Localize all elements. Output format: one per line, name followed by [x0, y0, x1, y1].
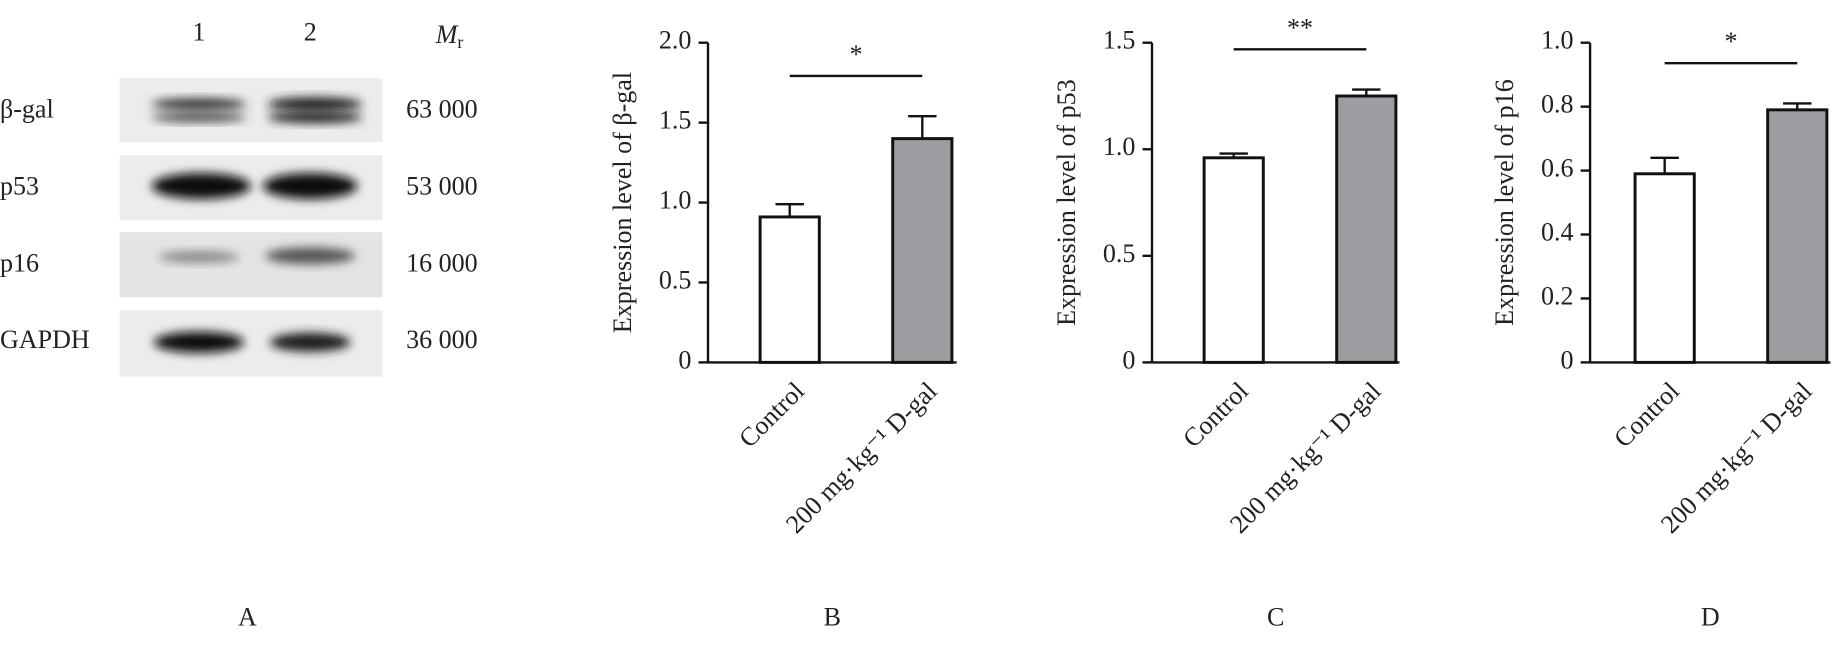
bar: [758, 215, 821, 364]
panel-label: B: [824, 602, 841, 631]
protein-label: β-gal: [0, 94, 54, 123]
y-tick-label: 1.0: [1103, 132, 1136, 161]
y-tick-label: 0: [1122, 345, 1135, 374]
y-axis-label: Expression level of β-gal: [608, 72, 637, 333]
mr-value: 53 000: [406, 171, 478, 200]
y-tick-label: 1.5: [659, 106, 692, 135]
band: [158, 251, 240, 263]
protein-label: GAPDH: [0, 325, 90, 354]
band: [262, 172, 358, 199]
bar: [1633, 172, 1696, 364]
y-tick-label: 0: [678, 345, 691, 374]
y-tick-label: 0: [1560, 345, 1573, 374]
bar: [1202, 156, 1265, 364]
band: [265, 247, 356, 265]
mr-value: 63 000: [406, 94, 478, 123]
blot-strip: [119, 78, 383, 143]
band: [269, 332, 351, 352]
bar-chart: 0 0.2 0.4 0.6 0.8 1.0 Expression level of p16 C…: [1490, 26, 1831, 631]
y-axis-label: Expression level of p53: [1052, 79, 1081, 326]
blot-strip: [119, 232, 383, 298]
protein-label: p16: [0, 248, 39, 277]
significance-label: *: [1724, 27, 1737, 56]
mr-value: 36 000: [406, 325, 478, 354]
panel-label: A: [238, 602, 257, 631]
x-tick-label: Control: [1177, 376, 1254, 453]
band: [153, 331, 244, 353]
bar: [1766, 108, 1829, 364]
y-tick-label: 0.6: [1541, 154, 1574, 183]
panel-label: D: [1701, 602, 1720, 631]
band: [267, 111, 363, 124]
band: [151, 172, 252, 199]
significance-label: **: [1287, 13, 1313, 42]
y-tick-label: 1.0: [1541, 26, 1574, 55]
x-tick-label: Control: [733, 376, 810, 453]
y-tick-label: 0.5: [1103, 239, 1136, 268]
y-tick-label: 1.5: [1103, 26, 1136, 55]
bar-chart: 0 0.5 1.0 1.5 Expression level of p53 Control…: [1052, 13, 1400, 631]
band: [267, 97, 363, 112]
lane-label: 2: [304, 17, 317, 46]
western-blot: 1 2 Mr β-gal p53 p16 GAPDH 63 000 53 000…: [0, 17, 478, 631]
significance-label: *: [850, 40, 863, 69]
x-tick-label: Control: [1608, 376, 1685, 453]
y-axis-label: Expression level of p16: [1490, 79, 1519, 326]
y-tick-label: 0.4: [1541, 217, 1574, 246]
y-tick-label: 0.8: [1541, 90, 1574, 119]
bar: [1335, 94, 1398, 364]
y-tick-label: 1.0: [659, 186, 692, 215]
bar-chart: 0 0.5 1.0 1.5 2.0 Expression level of β-gal Co…: [608, 26, 957, 631]
band: [151, 98, 247, 111]
y-tick-label: 2.0: [659, 26, 692, 55]
lane-label: 1: [192, 17, 205, 46]
bar: [891, 137, 954, 364]
protein-label: p53: [0, 171, 39, 200]
mr-value: 16 000: [406, 248, 478, 277]
mr-label: Mr: [435, 20, 464, 52]
y-tick-label: 0.5: [659, 265, 692, 294]
panel-label: C: [1267, 602, 1284, 631]
band: [151, 112, 247, 123]
y-tick-label: 0.2: [1541, 281, 1574, 310]
